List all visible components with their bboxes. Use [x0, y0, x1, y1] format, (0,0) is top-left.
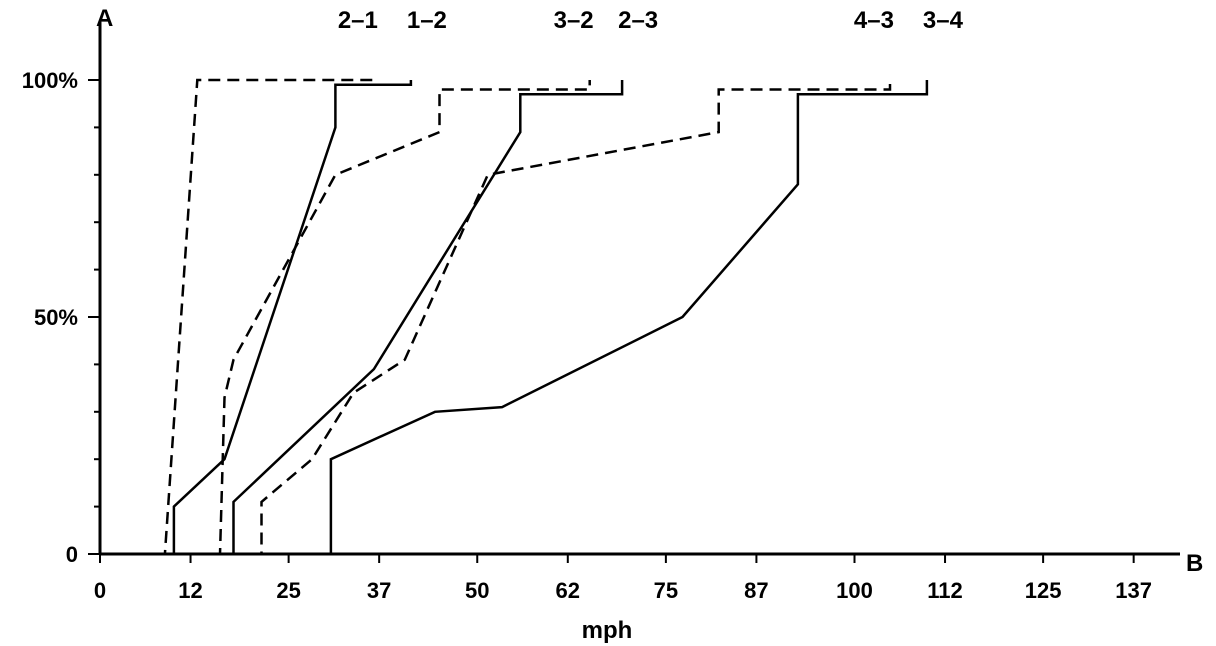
- x-tick-label: 50: [465, 578, 489, 603]
- x-tick-label: 12: [178, 578, 202, 603]
- gear-shift-label: 2–3: [618, 7, 658, 34]
- series-line-2: [100, 78, 374, 556]
- series-line-3: [100, 80, 624, 556]
- x-axis-letter: B: [1186, 550, 1203, 577]
- x-tick-label: 25: [276, 578, 300, 603]
- x-tick-label: 62: [556, 578, 580, 603]
- gear-shift-label: 1–2: [407, 7, 447, 34]
- x-tick-label: 125: [1025, 578, 1062, 603]
- gear-shift-label: 3–2: [554, 7, 594, 34]
- x-tick-label: 100: [836, 578, 873, 603]
- series-line-6: [100, 80, 929, 556]
- y-tick-label: 0: [66, 542, 78, 567]
- x-axis-label: mph: [582, 617, 633, 644]
- series-lines: [100, 78, 929, 556]
- x-ticks: 0 12 25 37 50 62 75 87 100 112 125 137: [94, 554, 1152, 603]
- y-axis-letter: A: [96, 5, 113, 32]
- gear-shift-label: 2–1: [338, 7, 378, 34]
- series-line-1: [100, 80, 413, 556]
- x-tick-label: 37: [367, 578, 391, 603]
- series-line-5: [100, 80, 892, 556]
- y-tick-label: 100%: [22, 68, 78, 93]
- x-tick-label: 0: [94, 578, 106, 603]
- y-ticks: 0 50% 100%: [22, 68, 100, 567]
- gear-shift-label: 4–3: [854, 7, 894, 34]
- x-tick-label: 112: [927, 578, 963, 603]
- x-tick-label: 137: [1115, 578, 1152, 603]
- gear-shift-labels: 2–1 1–2 3–2 2–3 4–3 3–4: [338, 7, 964, 34]
- x-tick-label: 75: [654, 578, 678, 603]
- x-tick-label: 87: [744, 578, 768, 603]
- gear-shift-label: 3–4: [923, 7, 964, 34]
- y-tick-label: 50%: [34, 305, 78, 330]
- series-line-4: [100, 80, 591, 556]
